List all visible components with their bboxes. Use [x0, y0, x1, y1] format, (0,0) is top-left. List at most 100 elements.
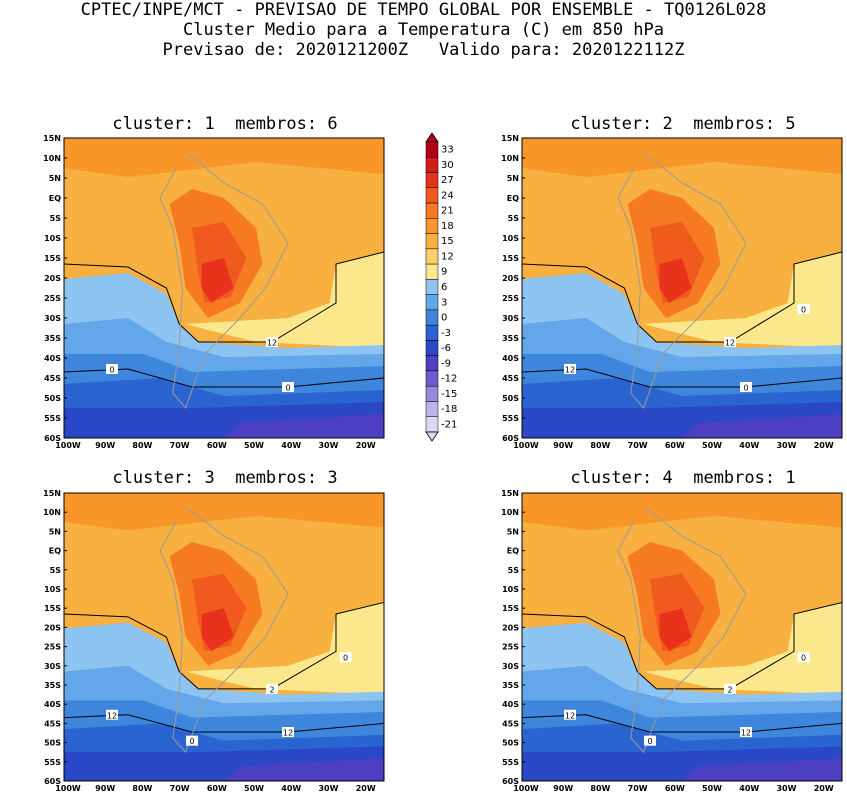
- svg-text:0: 0: [743, 384, 748, 393]
- colorbar-swatch: [425, 401, 439, 417]
- latitude-tick-label: 60S: [502, 434, 519, 443]
- svg-text:2: 2: [727, 685, 732, 694]
- longitude-tick-label: 20W: [356, 784, 376, 793]
- latitude-tick-label: 60S: [502, 777, 519, 786]
- coastline-south-america: [617, 506, 747, 754]
- latitude-tick-label: 55S: [44, 414, 61, 423]
- longitude-tick-label: 40W: [281, 441, 301, 450]
- latitude-tick-label: 35S: [502, 334, 519, 343]
- colorbar-label: 0: [441, 313, 447, 324]
- longitude-tick-label: 100W: [55, 441, 81, 450]
- latitude-tick-label: 25S: [44, 643, 61, 652]
- colorbar-label: 21: [441, 206, 454, 217]
- latitude-tick-label: 20S: [502, 274, 519, 283]
- latitude-tick-label: 50S: [502, 394, 519, 403]
- longitude-tick-label: 70W: [170, 441, 190, 450]
- contour-label: 0: [797, 304, 810, 315]
- latitude-tick-label: 15S: [44, 604, 61, 613]
- band-18-north: [522, 493, 842, 531]
- latitude-tick-label: 25S: [502, 643, 519, 652]
- coastline-south-america: [159, 506, 289, 754]
- longitude-tick-label: 60W: [207, 784, 227, 793]
- band-9: [643, 252, 842, 348]
- latitude-tick-label: 60S: [44, 777, 61, 786]
- latitude-tick-label: 30S: [44, 662, 61, 671]
- latitude-tick-label: 5N: [507, 527, 519, 536]
- header-line-2: Cluster Medio para a Temperatura (C) em …: [182, 20, 665, 40]
- latitude-tick-label: 45S: [502, 374, 519, 383]
- contour-label: 0: [106, 364, 118, 375]
- latitude-tick-label: 10N: [501, 154, 519, 163]
- panel-4-title: cluster: 4 membros: 1: [570, 468, 796, 488]
- longitude-tick-label: 50W: [702, 784, 722, 793]
- svg-text:0: 0: [647, 737, 652, 746]
- land-27: [659, 258, 692, 303]
- longitude-tick-label: 80W: [132, 441, 152, 450]
- colorbar-swatch: [425, 248, 439, 265]
- longitude-tick-label: 40W: [739, 441, 759, 450]
- longitude-tick-label: 20W: [814, 441, 834, 450]
- longitude-tick-label: 90W: [553, 441, 573, 450]
- latitude-tick-label: 40S: [44, 354, 61, 363]
- svg-text:12: 12: [725, 339, 735, 348]
- longitude-tick-label: 60W: [665, 441, 685, 450]
- colorbar-swatch: [425, 416, 439, 433]
- longitude-tick-label: 20W: [814, 784, 834, 793]
- svg-text:12: 12: [283, 729, 293, 738]
- contour-label: 0: [282, 382, 294, 393]
- band-9: [185, 252, 384, 348]
- colorbar-swatch: [425, 172, 439, 189]
- latitude-tick-label: 10N: [501, 508, 519, 517]
- colorbar-label: 30: [441, 160, 454, 171]
- colorbar-swatch: [425, 309, 439, 326]
- latitude-tick-label: 35S: [502, 681, 519, 690]
- latitude-tick-label: 10N: [43, 154, 61, 163]
- latitude-tick-label: 10S: [44, 585, 61, 594]
- longitude-tick-label: 80W: [590, 441, 610, 450]
- latitude-tick-label: 5N: [49, 174, 61, 183]
- longitude-tick-label: 30W: [776, 441, 796, 450]
- contour-12: [64, 251, 384, 343]
- colorbar-swatch: [425, 370, 439, 387]
- latitude-tick-label: EQ: [49, 547, 61, 556]
- band-m9: [682, 414, 842, 438]
- colorbar-swatch: [425, 202, 439, 219]
- contour-label: 0: [797, 652, 810, 663]
- colorbar-swatch: [425, 263, 439, 280]
- longitude-tick-label: 50W: [244, 441, 264, 450]
- svg-text:2: 2: [269, 685, 274, 694]
- latitude-tick-label: 50S: [44, 394, 61, 403]
- contour-label: 12: [106, 709, 118, 720]
- longitude-tick-label: 80W: [590, 784, 610, 793]
- longitude-tick-label: 100W: [55, 784, 81, 793]
- colorbar-label: 6: [441, 282, 447, 293]
- contour-label: 12: [724, 337, 736, 348]
- contour-label: 0: [186, 735, 198, 746]
- latitude-tick-label: 35S: [44, 334, 61, 343]
- colorbar-label: 33: [441, 145, 454, 156]
- colorbar-label: 3: [441, 297, 447, 308]
- panel-1-title: cluster: 1 membros: 6: [112, 114, 338, 134]
- figure-header: CPTEC/INPE/MCT - PREVISAO DE TEMPO GLOBA…: [0, 0, 847, 60]
- colorbar-label: -12: [441, 374, 457, 385]
- longitude-tick-label: 70W: [170, 784, 190, 793]
- latitude-tick-label: 45S: [44, 374, 61, 383]
- colorbar-label: 24: [441, 190, 454, 201]
- colorbar-swatch: [425, 187, 439, 204]
- latitude-tick-label: 60S: [44, 434, 61, 443]
- colorbar-label: 15: [441, 236, 454, 247]
- panel-2-title: cluster: 2 membros: 5: [570, 114, 796, 134]
- longitude-tick-label: 70W: [628, 784, 648, 793]
- band-18-north: [522, 138, 842, 177]
- svg-text:12: 12: [741, 729, 751, 738]
- header-line-1: CPTEC/INPE/MCT - PREVISAO DE TEMPO GLOBA…: [80, 0, 767, 20]
- latitude-tick-label: 15N: [501, 134, 519, 143]
- map-panel-cluster-3: 2 12 12 0 0 15N 10N 5N EQ 5S 10S 15S 20S 25S 30S 35S 40S…: [43, 489, 385, 793]
- longitude-tick-label: 40W: [739, 784, 759, 793]
- band-18-north: [64, 138, 384, 177]
- colorbar-label: -15: [441, 389, 457, 400]
- svg-text:12: 12: [267, 339, 277, 348]
- latitude-tick-label: EQ: [49, 194, 61, 203]
- longitude-tick-label: 80W: [132, 784, 152, 793]
- colorbar-swatch: [425, 157, 439, 173]
